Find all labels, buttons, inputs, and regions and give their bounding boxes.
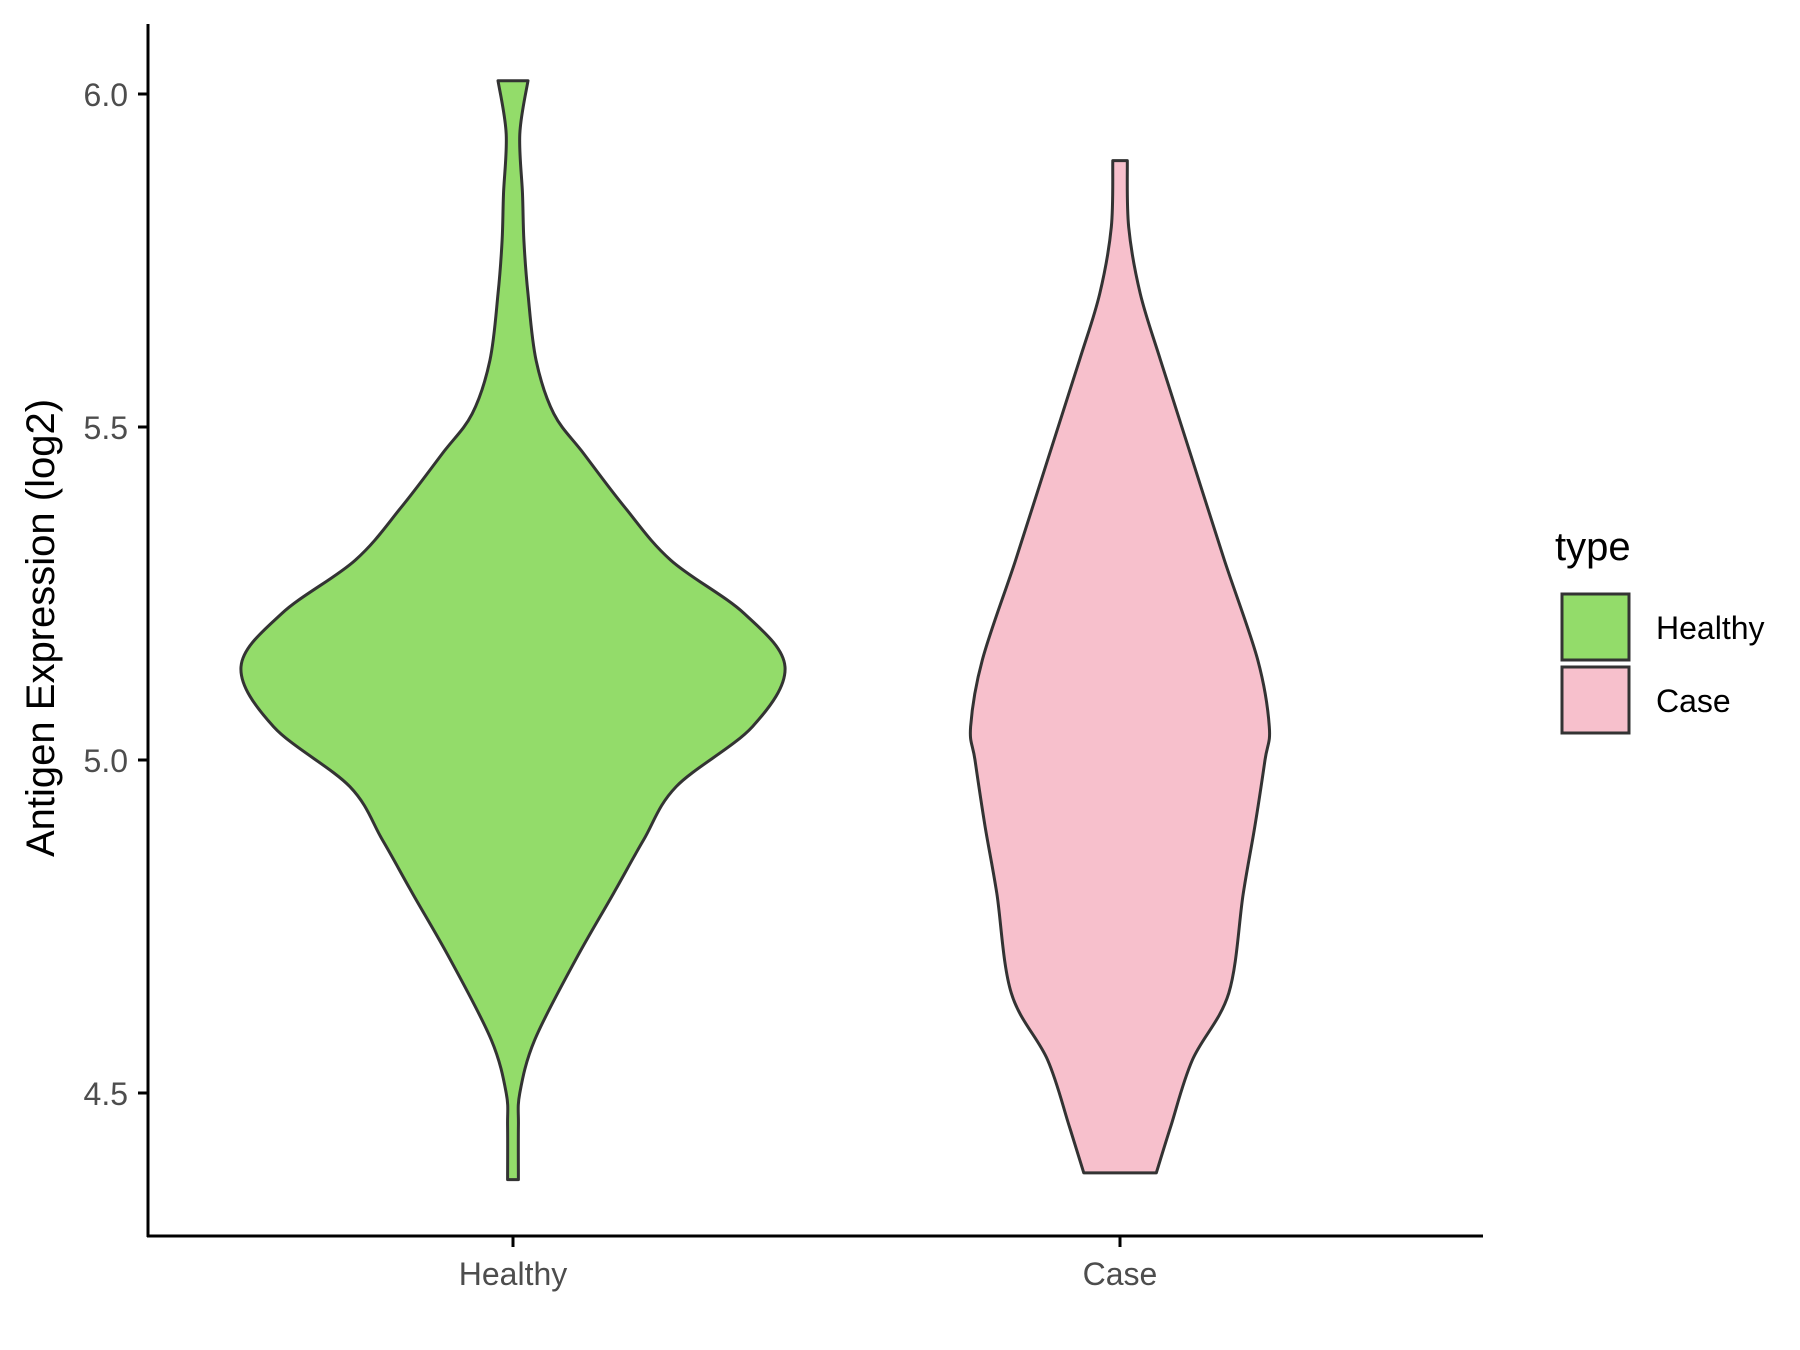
y-axis-title: Antigen Expression (log2) — [19, 399, 63, 857]
y-tick-label: 4.5 — [84, 1076, 128, 1112]
legend-label: Healthy — [1656, 610, 1765, 646]
x-tick-label: Healthy — [459, 1256, 568, 1292]
violin-case — [968, 159, 1272, 1175]
violin-healthy — [239, 79, 787, 1182]
y-tick-label: 6.0 — [84, 77, 128, 113]
legend: type Healthy Case — [1555, 525, 1765, 735]
violin-layer — [239, 79, 1272, 1182]
y-axis-ticks: 4.5 5.0 5.5 6.0 — [84, 77, 148, 1112]
y-tick-label: 5.5 — [84, 410, 128, 446]
x-axis-ticks: Healthy Case — [459, 1236, 1158, 1292]
legend-key-healthy — [1560, 592, 1631, 662]
x-tick-label: Case — [1083, 1256, 1158, 1292]
legend-title: type — [1555, 525, 1631, 569]
legend-key-case — [1560, 665, 1631, 735]
legend-label: Case — [1656, 683, 1731, 719]
y-tick-label: 5.0 — [84, 743, 128, 779]
